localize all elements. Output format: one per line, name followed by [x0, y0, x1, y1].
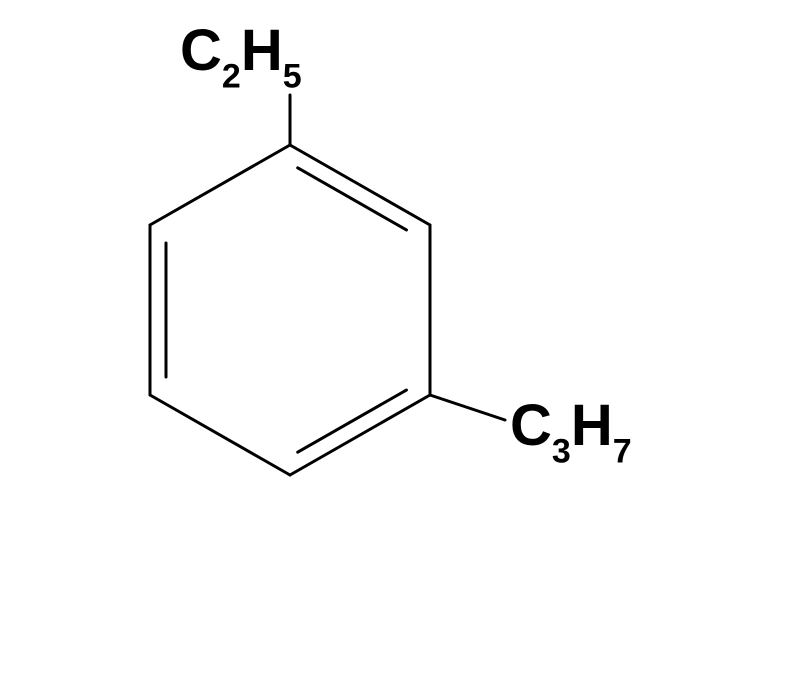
molecule-diagram: C2H5 C3H7: [0, 0, 806, 690]
ethyl-group-label: C2H5: [180, 18, 302, 95]
ring-bond: [290, 395, 430, 475]
ring-double-bond: [298, 390, 407, 452]
ring-bond: [150, 145, 290, 225]
substituent-bond: [430, 395, 505, 420]
ring-bond: [290, 145, 430, 225]
propyl-group-label: C3H7: [510, 393, 632, 470]
ring-double-bond: [298, 168, 407, 230]
ring-bond: [150, 395, 290, 475]
